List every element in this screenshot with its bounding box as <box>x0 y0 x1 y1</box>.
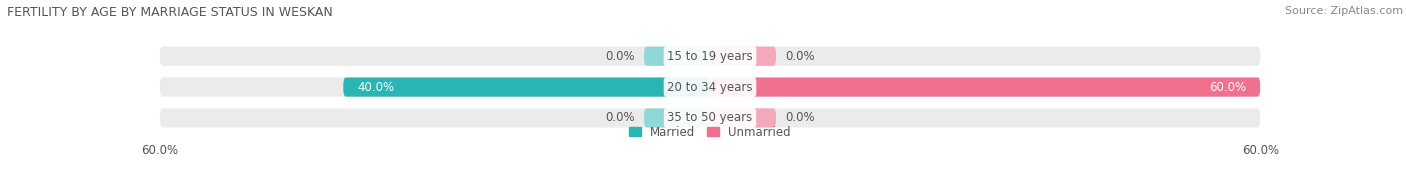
FancyBboxPatch shape <box>644 108 710 128</box>
FancyBboxPatch shape <box>710 77 1260 97</box>
FancyBboxPatch shape <box>343 77 710 97</box>
Text: 60.0%: 60.0% <box>1209 81 1247 93</box>
Text: 0.0%: 0.0% <box>605 50 636 63</box>
Legend: Married, Unmarried: Married, Unmarried <box>624 121 796 143</box>
FancyBboxPatch shape <box>160 47 1260 66</box>
FancyBboxPatch shape <box>160 77 1260 97</box>
FancyBboxPatch shape <box>160 108 1260 128</box>
Text: 0.0%: 0.0% <box>785 112 815 124</box>
Text: 20 to 34 years: 20 to 34 years <box>668 81 752 93</box>
FancyBboxPatch shape <box>710 108 776 128</box>
FancyBboxPatch shape <box>710 47 776 66</box>
Text: Source: ZipAtlas.com: Source: ZipAtlas.com <box>1285 6 1403 16</box>
Text: 40.0%: 40.0% <box>357 81 394 93</box>
Text: 0.0%: 0.0% <box>605 112 636 124</box>
FancyBboxPatch shape <box>644 47 710 66</box>
Text: 35 to 50 years: 35 to 50 years <box>668 112 752 124</box>
Text: FERTILITY BY AGE BY MARRIAGE STATUS IN WESKAN: FERTILITY BY AGE BY MARRIAGE STATUS IN W… <box>7 6 333 19</box>
Text: 0.0%: 0.0% <box>785 50 815 63</box>
Text: 15 to 19 years: 15 to 19 years <box>668 50 752 63</box>
